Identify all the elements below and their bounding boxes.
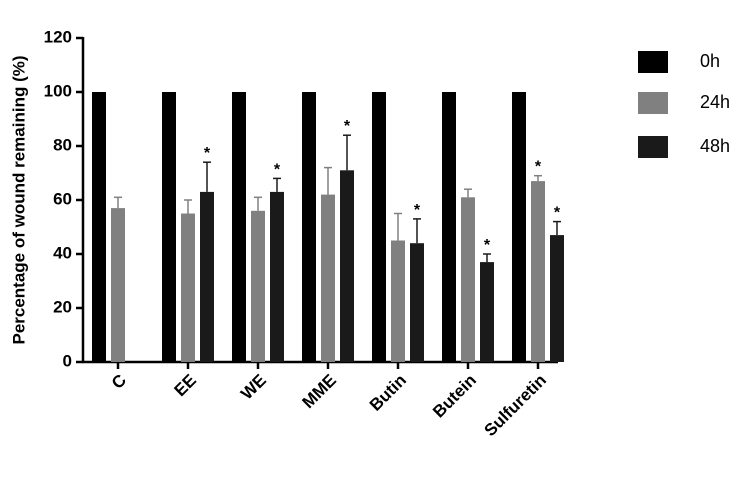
bar: [270, 191, 284, 362]
bar: [512, 92, 526, 362]
bar: [372, 92, 386, 362]
y-tick-label: 0: [63, 351, 72, 370]
y-axis-label: Percentage of wound remaining (%): [9, 55, 28, 344]
significance-label: *: [344, 118, 351, 135]
legend-swatch: [638, 136, 668, 158]
bar: [410, 243, 424, 362]
legend-swatch: [638, 92, 668, 114]
x-tick-label: EE: [171, 371, 200, 400]
y-tick-label: 100: [44, 81, 72, 100]
x-tick-label: Butein: [429, 371, 480, 422]
x-tick-label: Butin: [366, 371, 410, 415]
y-tick-label: 60: [53, 189, 72, 208]
x-tick-label: C: [108, 371, 130, 393]
y-tick-label: 80: [53, 135, 72, 154]
significance-label: *: [554, 205, 561, 222]
bar: [162, 92, 176, 362]
bar: [302, 92, 316, 362]
bar: [111, 208, 125, 362]
bar: [550, 235, 564, 362]
bar: [391, 240, 405, 362]
bar: [181, 213, 195, 362]
bar: [92, 92, 106, 362]
significance-label: *: [535, 159, 542, 176]
legend-label: 24h: [700, 92, 730, 112]
bar: [232, 92, 246, 362]
bar: [531, 181, 545, 362]
x-tick-label: MME: [299, 371, 340, 412]
bar: [200, 191, 214, 362]
bar: [442, 92, 456, 362]
significance-label: *: [414, 202, 421, 219]
significance-label: *: [274, 161, 281, 178]
significance-label: *: [204, 145, 211, 162]
bar: [461, 197, 475, 362]
legend-swatch: [638, 51, 668, 73]
y-tick-label: 40: [53, 243, 72, 262]
bar: [321, 194, 335, 362]
y-tick-label: 120: [44, 27, 72, 46]
bar: [480, 262, 494, 362]
x-tick-label: WE: [237, 371, 270, 404]
x-tick-label: Sulfuretin: [480, 371, 550, 441]
bar: [251, 210, 265, 362]
bar: [340, 170, 354, 362]
legend-label: 48h: [700, 136, 730, 156]
y-tick-label: 20: [53, 297, 72, 316]
legend-label: 0h: [700, 51, 720, 71]
significance-label: *: [484, 237, 491, 254]
